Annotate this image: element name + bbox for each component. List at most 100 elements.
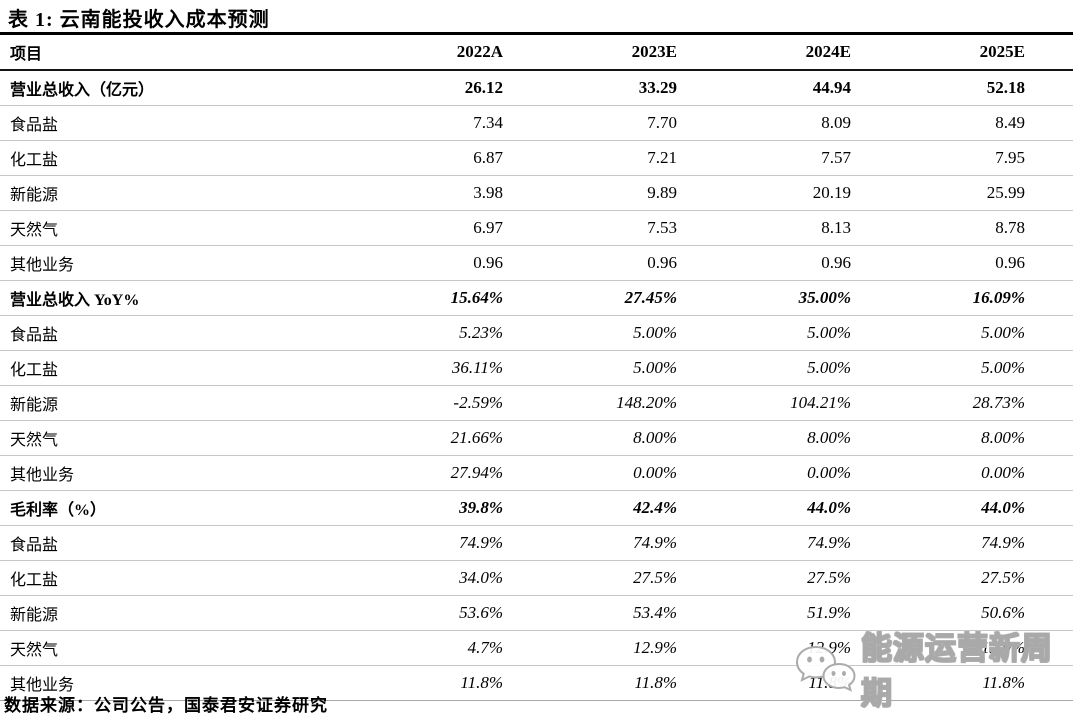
cell-value: 5.00% xyxy=(981,323,1025,342)
cell-value: 42.4% xyxy=(633,498,677,517)
table-title: 表 1: 云南能投收入成本预测 xyxy=(8,9,270,31)
cell-value: 34.0% xyxy=(459,568,503,587)
cell-value: 11.8% xyxy=(460,673,503,692)
cell-value: 4.7% xyxy=(467,638,503,657)
cell-value: 50.6% xyxy=(981,603,1025,622)
cell-value: 104.21% xyxy=(790,393,851,412)
table-row: 化工盐 6.87 7.21 7.57 7.95 xyxy=(0,141,1073,176)
cell-value: 12.9% xyxy=(633,638,677,657)
row-label: 新能源 xyxy=(10,187,59,204)
cell-value: 7.53 xyxy=(647,218,677,237)
row-label: 新能源 xyxy=(10,397,59,414)
row-label: 营业总收入 YoY% xyxy=(10,292,140,309)
row-label: 天然气 xyxy=(10,432,59,449)
cell-value: 7.21 xyxy=(647,148,677,167)
cell-value: 39.8% xyxy=(459,498,503,517)
cell-value: 74.9% xyxy=(807,533,851,552)
cell-value: 16.09% xyxy=(972,288,1025,307)
row-label: 天然气 xyxy=(10,642,59,659)
row-label: 天然气 xyxy=(10,222,59,239)
cell-value: 33.29 xyxy=(638,78,677,97)
cell-value: 8.00% xyxy=(633,428,677,447)
cell-value: 27.5% xyxy=(633,568,677,587)
cell-value: 7.95 xyxy=(995,148,1025,167)
row-label: 化工盐 xyxy=(10,152,59,169)
cell-value: 8.00% xyxy=(981,428,1025,447)
column-header-2024e: 2024E xyxy=(805,42,851,61)
cell-value: 74.9% xyxy=(981,533,1025,552)
cell-value: 3.98 xyxy=(473,183,503,202)
cell-value: 5.00% xyxy=(807,323,851,342)
table-row: 天然气 6.97 7.53 8.13 8.78 xyxy=(0,211,1073,246)
row-label: 化工盐 xyxy=(10,362,59,379)
row-label: 化工盐 xyxy=(10,572,59,589)
header-row: 项目 2022A 2023E 2024E 2025E xyxy=(0,33,1073,70)
cell-value: 7.70 xyxy=(647,113,677,132)
data-source-note: 数据来源：公司公告，国泰君安证券研究 xyxy=(4,696,328,715)
cell-value: 27.94% xyxy=(450,463,503,482)
cell-value: 44.0% xyxy=(807,498,851,517)
cell-value: 5.00% xyxy=(807,358,851,377)
cell-value: 0.96 xyxy=(647,253,677,272)
table-row: 食品盐 5.23% 5.00% 5.00% 5.00% xyxy=(0,316,1073,351)
cell-value: 7.34 xyxy=(473,113,503,132)
cell-value: 11.8% xyxy=(982,673,1025,692)
table-row: 新能源 3.98 9.89 20.19 25.99 xyxy=(0,176,1073,211)
table-row: 化工盐 34.0% 27.5% 27.5% 27.5% xyxy=(0,561,1073,596)
table-row: 化工盐 36.11% 5.00% 5.00% 5.00% xyxy=(0,351,1073,386)
cell-value: 5.00% xyxy=(633,358,677,377)
cell-value: 5.23% xyxy=(459,323,503,342)
cell-value: 8.78 xyxy=(995,218,1025,237)
cell-value: 53.4% xyxy=(633,603,677,622)
cell-value: 27.5% xyxy=(981,568,1025,587)
cell-value: 8.09 xyxy=(821,113,851,132)
table-row: 天然气 21.66% 8.00% 8.00% 8.00% xyxy=(0,421,1073,456)
cell-value: 5.00% xyxy=(981,358,1025,377)
cell-value: 35.00% xyxy=(798,288,851,307)
cell-value: 0.96 xyxy=(473,253,503,272)
table-row: 营业总收入 YoY% 15.64% 27.45% 35.00% 16.09% xyxy=(0,281,1073,316)
column-header-2025e: 2025E xyxy=(979,42,1025,61)
cell-value: 6.87 xyxy=(473,148,503,167)
table-row: 新能源 -2.59% 148.20% 104.21% 28.73% xyxy=(0,386,1073,421)
column-header-item: 项目 xyxy=(10,46,43,63)
cell-value: 20.19 xyxy=(812,183,851,202)
cell-value: 27.45% xyxy=(624,288,677,307)
table-row: 营业总收入（亿元） 26.12 33.29 44.94 52.18 xyxy=(0,70,1073,106)
row-label: 新能源 xyxy=(10,607,59,624)
cell-value: 5.00% xyxy=(633,323,677,342)
cell-value: 8.49 xyxy=(995,113,1025,132)
table-row: 新能源 53.6% 53.4% 51.9% 50.6% xyxy=(0,596,1073,631)
cell-value: 0.00% xyxy=(633,463,677,482)
cell-value: 8.13 xyxy=(821,218,851,237)
cell-value: 0.00% xyxy=(981,463,1025,482)
column-header-2023e: 2023E xyxy=(631,42,677,61)
cell-value: 27.5% xyxy=(807,568,851,587)
table-row: 其他业务 0.96 0.96 0.96 0.96 xyxy=(0,246,1073,281)
cell-value: 148.20% xyxy=(616,393,677,412)
cell-value: 11.8% xyxy=(634,673,677,692)
row-label: 其他业务 xyxy=(10,677,75,694)
table-row: 食品盐 7.34 7.70 8.09 8.49 xyxy=(0,106,1073,141)
row-label: 食品盐 xyxy=(10,327,59,344)
cell-value: 74.9% xyxy=(459,533,503,552)
cell-value: 0.00% xyxy=(807,463,851,482)
cell-value: 25.99 xyxy=(986,183,1025,202)
row-label: 其他业务 xyxy=(10,257,75,274)
cell-value: 6.97 xyxy=(473,218,503,237)
cell-value: 52.18 xyxy=(986,78,1025,97)
cell-value: 28.73% xyxy=(972,393,1025,412)
cell-value: 44.94 xyxy=(812,78,851,97)
cell-value: 51.9% xyxy=(807,603,851,622)
cell-value: 7.57 xyxy=(821,148,851,167)
row-label: 其他业务 xyxy=(10,467,75,484)
cell-value: 11.8% xyxy=(808,673,851,692)
cell-value: 8.00% xyxy=(807,428,851,447)
cell-value: 0.96 xyxy=(995,253,1025,272)
row-label: 食品盐 xyxy=(10,537,59,554)
row-label: 营业总收入（亿元） xyxy=(10,82,155,99)
cell-value: 9.89 xyxy=(647,183,677,202)
cell-value: 12.9% xyxy=(807,638,851,657)
table-row: 天然气 4.7% 12.9% 12.9% 12.9% xyxy=(0,631,1073,666)
table-row: 毛利率（%） 39.8% 42.4% 44.0% 44.0% xyxy=(0,491,1073,526)
